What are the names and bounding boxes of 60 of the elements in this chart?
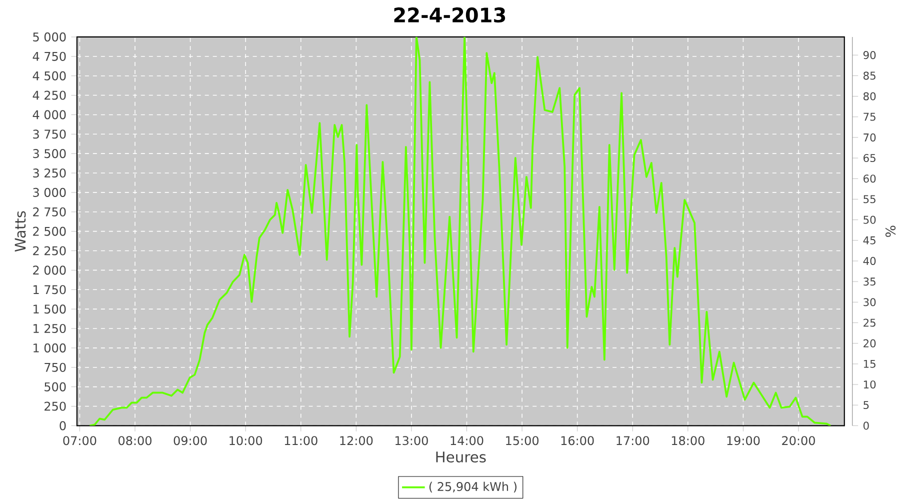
- y2-tick-label: 15: [864, 360, 876, 368]
- y-tick-label: 4 750: [32, 52, 66, 62]
- y-tick-label: 250: [44, 402, 66, 411]
- y-tick-label: 2 000: [33, 266, 66, 275]
- y2-tick-label: 25: [864, 318, 876, 327]
- x-axis-title: Heures: [436, 452, 486, 463]
- y2-tick-label: 45: [863, 236, 876, 245]
- y-tick-label: 5 000: [33, 32, 66, 42]
- y2-tick-label: 90: [863, 51, 876, 60]
- y2-tick-label: 75: [864, 113, 876, 121]
- y2-tick-label: 0: [863, 422, 869, 430]
- y-tick-label: 1 750: [34, 285, 66, 294]
- y-tick-label: 3 750: [33, 130, 66, 139]
- y-tick-label: 4 000: [32, 110, 66, 120]
- x-tick-label: 19:00: [727, 436, 760, 446]
- y2-tick-label: 55: [864, 195, 876, 204]
- y-tick-label: 3 000: [33, 188, 66, 198]
- y-tick-label: 1 000: [34, 344, 66, 353]
- legend-label: ( 25,904 kWh ): [429, 482, 517, 493]
- y2-tick-label: 85: [864, 72, 876, 80]
- y-tick-label: 3 250: [33, 168, 66, 178]
- y2-tick-label: 30: [864, 298, 876, 306]
- y2-tick-label: 35: [864, 278, 876, 286]
- y2-tick-label: 40: [863, 257, 876, 266]
- y-tick-label: 1 250: [34, 324, 66, 334]
- y2-tick-label: 10: [864, 380, 876, 389]
- x-tick-label: 18:00: [672, 436, 704, 446]
- y-tick-label: 4 500: [32, 71, 66, 81]
- line-series: [88, 37, 832, 426]
- y2-tick-label: 50: [864, 216, 876, 224]
- y-tick-label: 1 500: [34, 304, 66, 314]
- y-tick-label: 0: [60, 421, 66, 430]
- y-tick-label: 2 250: [33, 246, 66, 256]
- y-tick-label: 3 500: [33, 149, 66, 158]
- y-axis-title: Watts: [14, 211, 26, 252]
- y2-axis-title: %: [885, 226, 896, 238]
- y-tick-label: 2 500: [33, 226, 66, 236]
- x-tick-label: 09:00: [174, 436, 207, 446]
- y-tick-label: 4 250: [32, 90, 66, 100]
- x-tick-label: 11:00: [284, 436, 318, 446]
- y2-tick-label: 60: [864, 174, 876, 183]
- y2-tick-label: 70: [864, 134, 876, 142]
- x-tick-label: 10:00: [230, 436, 262, 446]
- y2-tick-label: 80: [864, 92, 876, 100]
- y-tick-label: 2 750: [33, 208, 66, 217]
- x-tick-label: 08:00: [118, 436, 152, 446]
- x-tick-label: 13:00: [396, 436, 428, 446]
- chart-title: 22-4-2013: [394, 8, 506, 23]
- x-tick-label: 20:00: [782, 436, 815, 446]
- x-tick-label: 07:00: [63, 436, 96, 446]
- x-tick-label: 15:00: [506, 436, 539, 446]
- y-tick-label: 750: [44, 363, 66, 372]
- x-tick-label: 17:00: [616, 436, 650, 446]
- x-tick-label: 16:00: [561, 436, 594, 446]
- y2-tick-label: 20: [864, 339, 876, 348]
- y2-tick-label: 5: [864, 401, 869, 410]
- y2-tick-label: 65: [864, 154, 876, 162]
- x-tick-label: 14:00: [450, 436, 484, 446]
- y-tick-label: 500: [44, 382, 66, 392]
- x-tick-label: 12:00: [340, 436, 373, 446]
